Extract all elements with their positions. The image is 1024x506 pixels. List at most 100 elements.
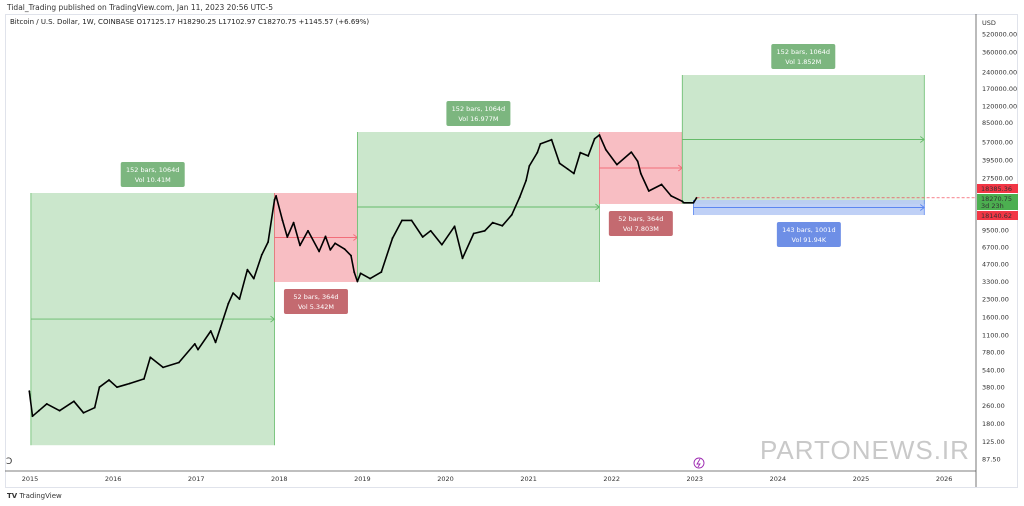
price-point	[260, 253, 263, 256]
price-point	[525, 179, 528, 182]
lightning-glyph	[696, 458, 701, 468]
price-point	[630, 151, 633, 154]
price-point	[334, 242, 336, 245]
range-label-bars: 143 bars, 1001d	[782, 226, 835, 234]
range-label-bars: 152 bars, 1064d	[777, 48, 830, 56]
range-label-box	[120, 162, 185, 188]
y-tick-label: 1600.00	[982, 313, 1009, 321]
price-point	[660, 183, 663, 186]
price-point	[429, 229, 432, 232]
price-point	[573, 172, 575, 175]
range-label-volume: Vol 91.94K	[792, 236, 827, 244]
price-label-box	[977, 194, 1018, 210]
price-point	[491, 221, 494, 224]
y-tick-label: 170000.00	[982, 85, 1017, 93]
range-label-bars: 152 bars, 1064d	[452, 105, 505, 113]
price-point	[273, 199, 276, 201]
price-label: 18385.36	[981, 185, 1012, 193]
price-label: 18140.62	[981, 212, 1012, 220]
publisher-line: Tidal_Trading published on TradingView.c…	[7, 3, 273, 12]
price-point	[356, 280, 359, 283]
price-point	[318, 250, 321, 253]
range-label: 152 bars, 1064d Vol 10.41M	[120, 162, 185, 188]
price-point	[143, 378, 145, 380]
price-point	[108, 379, 110, 381]
price-point	[197, 348, 199, 351]
y-tick-label: 85000.00	[982, 119, 1013, 127]
arrow-head-icon	[270, 315, 276, 323]
price-point	[149, 356, 152, 359]
price-point	[579, 151, 582, 154]
y-tick-label: 2300.00	[982, 296, 1009, 304]
price-point	[410, 219, 413, 222]
price-point	[267, 241, 270, 243]
range-label-box	[608, 210, 673, 236]
y-tick-label: 6700.00	[982, 243, 1009, 251]
range-label-bars: 152 bars, 1064d	[126, 166, 179, 174]
price-point	[528, 165, 531, 167]
y-tick-label: 87.50	[982, 456, 1001, 464]
price-point	[28, 390, 31, 393]
price-point	[539, 143, 542, 145]
range-label-box	[283, 288, 348, 314]
price-point	[209, 330, 212, 332]
price-point	[93, 406, 96, 409]
price-point	[510, 213, 513, 216]
range-label-volume: Vol 7.803M	[623, 225, 659, 233]
y-tick-label: 27500.00	[982, 174, 1013, 182]
price-point	[518, 196, 521, 199]
price-point	[616, 163, 618, 166]
range-label: 52 bars, 364d Vol 5.342M	[283, 288, 348, 314]
range-label-volume: Vol 16.977M	[458, 115, 498, 123]
price-point	[695, 196, 698, 199]
x-tick-label: 2025	[853, 475, 870, 483]
price-point	[380, 271, 383, 273]
range-label-volume: Vol 5.342M	[298, 303, 334, 311]
price-point	[329, 248, 332, 251]
range-label-box	[771, 44, 836, 70]
price-point	[391, 237, 394, 240]
price-point	[214, 341, 217, 344]
price-label: 18270.75	[981, 195, 1012, 203]
price-point	[45, 402, 48, 405]
price-point	[369, 277, 372, 280]
x-tick-label: 2017	[188, 475, 205, 483]
arrow-head-icon	[595, 203, 601, 211]
price-point	[58, 409, 61, 412]
x-tick-label: 2019	[354, 475, 371, 483]
y-tick-label: 57000.00	[982, 139, 1013, 147]
price-point	[670, 194, 673, 197]
range-label-box	[446, 101, 511, 127]
price-point	[286, 236, 289, 238]
range-label-volume: Vol 10.41M	[135, 176, 171, 184]
x-tick-label: 2023	[687, 475, 704, 483]
tradingview-logo: TV TradingView	[7, 492, 62, 500]
price-point	[178, 361, 180, 364]
tv-logo-text: TradingView	[19, 492, 62, 500]
arrow-head-icon	[920, 136, 926, 143]
y-tick-label: 780.00	[982, 349, 1005, 357]
price-point	[558, 162, 561, 165]
x-tick-label: 2026	[936, 475, 953, 483]
x-tick-label: 2021	[520, 475, 537, 483]
price-point	[128, 382, 131, 385]
lightning-event-icon[interactable]	[693, 457, 705, 469]
price-point	[275, 194, 278, 197]
price-point	[353, 271, 356, 273]
price-point	[636, 160, 639, 163]
price-point	[350, 254, 352, 257]
y-tick-label: 3300.00	[982, 278, 1009, 286]
y-tick-label: 380.00	[982, 384, 1005, 392]
price-point	[604, 148, 607, 151]
y-tick-label: 9500.00	[982, 226, 1009, 234]
price-point	[324, 235, 327, 238]
symbol-legend: Bitcoin / U.S. Dollar, 1W, COINBASE O171…	[10, 18, 370, 26]
x-tick-label: 2022	[603, 475, 620, 483]
price-point	[483, 229, 486, 232]
dividends-icon: Ↄ	[6, 457, 12, 467]
price-point	[461, 257, 464, 260]
price-point	[682, 201, 685, 204]
price-label-box	[977, 211, 1018, 220]
range-label: 52 bars, 364d Vol 7.803M	[608, 210, 673, 236]
